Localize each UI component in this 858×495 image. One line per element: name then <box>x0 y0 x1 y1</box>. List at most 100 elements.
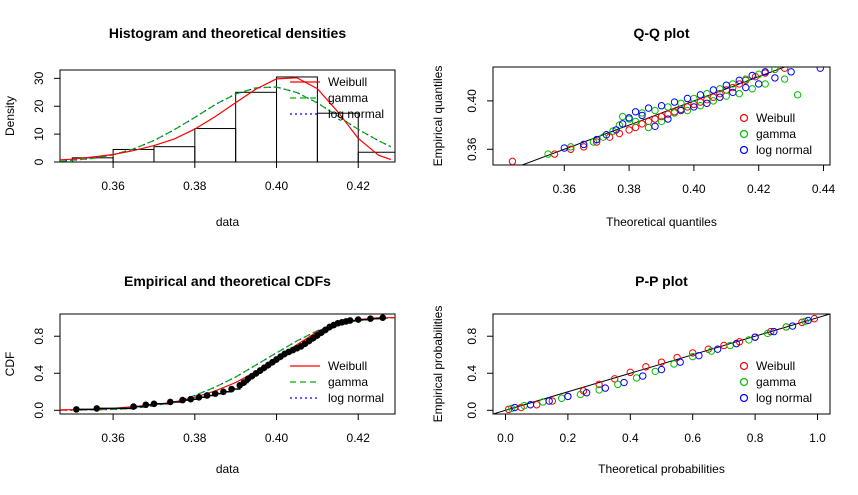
data-point-Weibull <box>689 349 697 357</box>
histogram-panel: Histogram and theoretical densities 0.36 0… <box>3 25 396 229</box>
data-point-gamma <box>709 97 718 105</box>
data-point-gamma <box>664 103 672 111</box>
data-point-gamma <box>508 404 516 413</box>
x-tick-label: 1.0 <box>809 431 826 445</box>
plot-area <box>60 314 395 413</box>
legend-marker-gamma <box>739 377 749 387</box>
empirical-cdf-point <box>367 315 374 322</box>
data-point-log-normal <box>751 333 759 341</box>
x-tick-label: 0.42 <box>347 431 371 445</box>
legend: Weibull gamma log normal <box>739 111 812 157</box>
y-tick-label: 30 <box>32 71 46 85</box>
histogram-bar <box>235 91 278 162</box>
empirical-cdf-point <box>93 405 101 412</box>
data-point-gamma <box>644 123 653 132</box>
empirical-cdf-point <box>187 395 195 403</box>
data-point-log-normal <box>713 345 722 353</box>
y-axis-label: Density <box>3 96 17 136</box>
data-point-log-normal <box>729 88 737 97</box>
empirical-cdf-point <box>220 388 227 396</box>
data-point-gamma <box>722 92 731 100</box>
data-point-Weibull <box>716 89 724 98</box>
data-point-log-normal <box>696 91 705 99</box>
data-point-log-normal <box>657 365 666 374</box>
x-axis-label: data <box>216 462 240 476</box>
data-point-log-normal <box>620 378 628 387</box>
y-tick-label: 0.0 <box>32 402 46 419</box>
data-point-log-normal <box>804 316 812 325</box>
data-point-log-normal <box>735 76 743 85</box>
data-point-gamma <box>609 127 617 135</box>
legend-label: gamma <box>328 375 368 389</box>
data-point-log-normal <box>639 372 647 380</box>
empirical-cdf-point <box>130 403 137 410</box>
x-tick-label: 0.38 <box>183 431 207 445</box>
pp-plot-panel: P-P plot 0.0 0.2 0.4 0.6 0.8 1.0 0.0 0.4 0.8 Theor… <box>431 273 831 476</box>
data-point-log-normal <box>788 322 797 330</box>
data-point-log-normal <box>560 144 568 152</box>
y-axis-label: CDF <box>3 352 17 377</box>
legend-marker-Weibull <box>739 113 749 123</box>
data-point-gamma <box>670 109 679 117</box>
empirical-cdf-point <box>142 401 150 409</box>
legend-marker-log-normal <box>739 145 749 155</box>
data-point-log-normal <box>638 111 646 120</box>
data-point-log-normal <box>690 103 698 111</box>
y-tick-label: 10 <box>32 127 46 141</box>
y-tick-label: 0.4 <box>465 365 479 382</box>
x-tick-label: 0.40 <box>682 182 706 196</box>
plot-area <box>493 314 830 414</box>
legend-label: gamma <box>328 91 368 105</box>
legend-label: Weibull <box>328 75 367 89</box>
data-point-Weibull <box>780 67 789 72</box>
legend-marker-log-normal <box>739 393 749 403</box>
data-point-log-normal <box>602 131 611 139</box>
legend-marker-gamma <box>739 129 749 139</box>
data-point-gamma <box>735 89 743 98</box>
x-tick-label: 0.8 <box>747 431 764 445</box>
data-point-log-normal <box>657 102 666 110</box>
chart-title: Q-Q plot <box>634 25 690 41</box>
data-point-Weibull <box>625 126 633 134</box>
data-point-log-normal <box>716 93 724 101</box>
empirical-cdf-point <box>346 317 354 324</box>
legend: Weibull gamma log normal <box>290 359 384 405</box>
data-point-Weibull <box>631 123 640 132</box>
y-tick-label: 0.8 <box>465 328 479 345</box>
data-point-gamma <box>801 317 809 326</box>
x-tick-label: 0.38 <box>183 179 207 193</box>
y-axis-label: Empirical quantiles <box>431 66 445 167</box>
data-point-log-normal <box>670 98 679 106</box>
x-tick-label: 0.44 <box>812 182 836 196</box>
data-point-gamma <box>544 150 552 158</box>
plot-frame <box>492 66 831 166</box>
data-point-Weibull <box>651 115 659 123</box>
series-curve-Weibull <box>60 77 392 161</box>
data-point-log-normal <box>526 401 535 409</box>
plot-frame <box>492 313 831 415</box>
data-point-log-normal <box>748 71 756 80</box>
data-point-log-normal <box>722 81 731 89</box>
legend-label: Weibull <box>756 359 795 373</box>
data-point-log-normal <box>664 115 672 123</box>
empirical-cdf-point <box>354 316 362 323</box>
legend-marker-Weibull <box>739 361 749 371</box>
legend: Weibull gamma log normal <box>290 75 384 121</box>
legend-label: log normal <box>328 107 384 121</box>
x-tick-label: 0.0 <box>497 431 514 445</box>
data-point-log-normal <box>625 114 633 122</box>
x-tick-label: 0.36 <box>101 431 125 445</box>
data-point-log-normal <box>703 99 711 107</box>
plot-area <box>508 67 824 165</box>
histogram-bar <box>112 148 155 162</box>
data-point-log-normal <box>592 135 601 144</box>
x-axis-label: Theoretical quantiles <box>606 215 717 229</box>
empirical-cdf-point <box>73 406 80 413</box>
data-point-log-normal <box>580 140 588 149</box>
data-point-gamma <box>631 117 640 126</box>
data-point-log-normal <box>511 403 519 412</box>
data-point-log-normal <box>545 397 553 405</box>
legend-label: log normal <box>328 391 384 405</box>
data-point-Weibull <box>610 375 619 383</box>
data-point-gamma <box>761 80 769 88</box>
